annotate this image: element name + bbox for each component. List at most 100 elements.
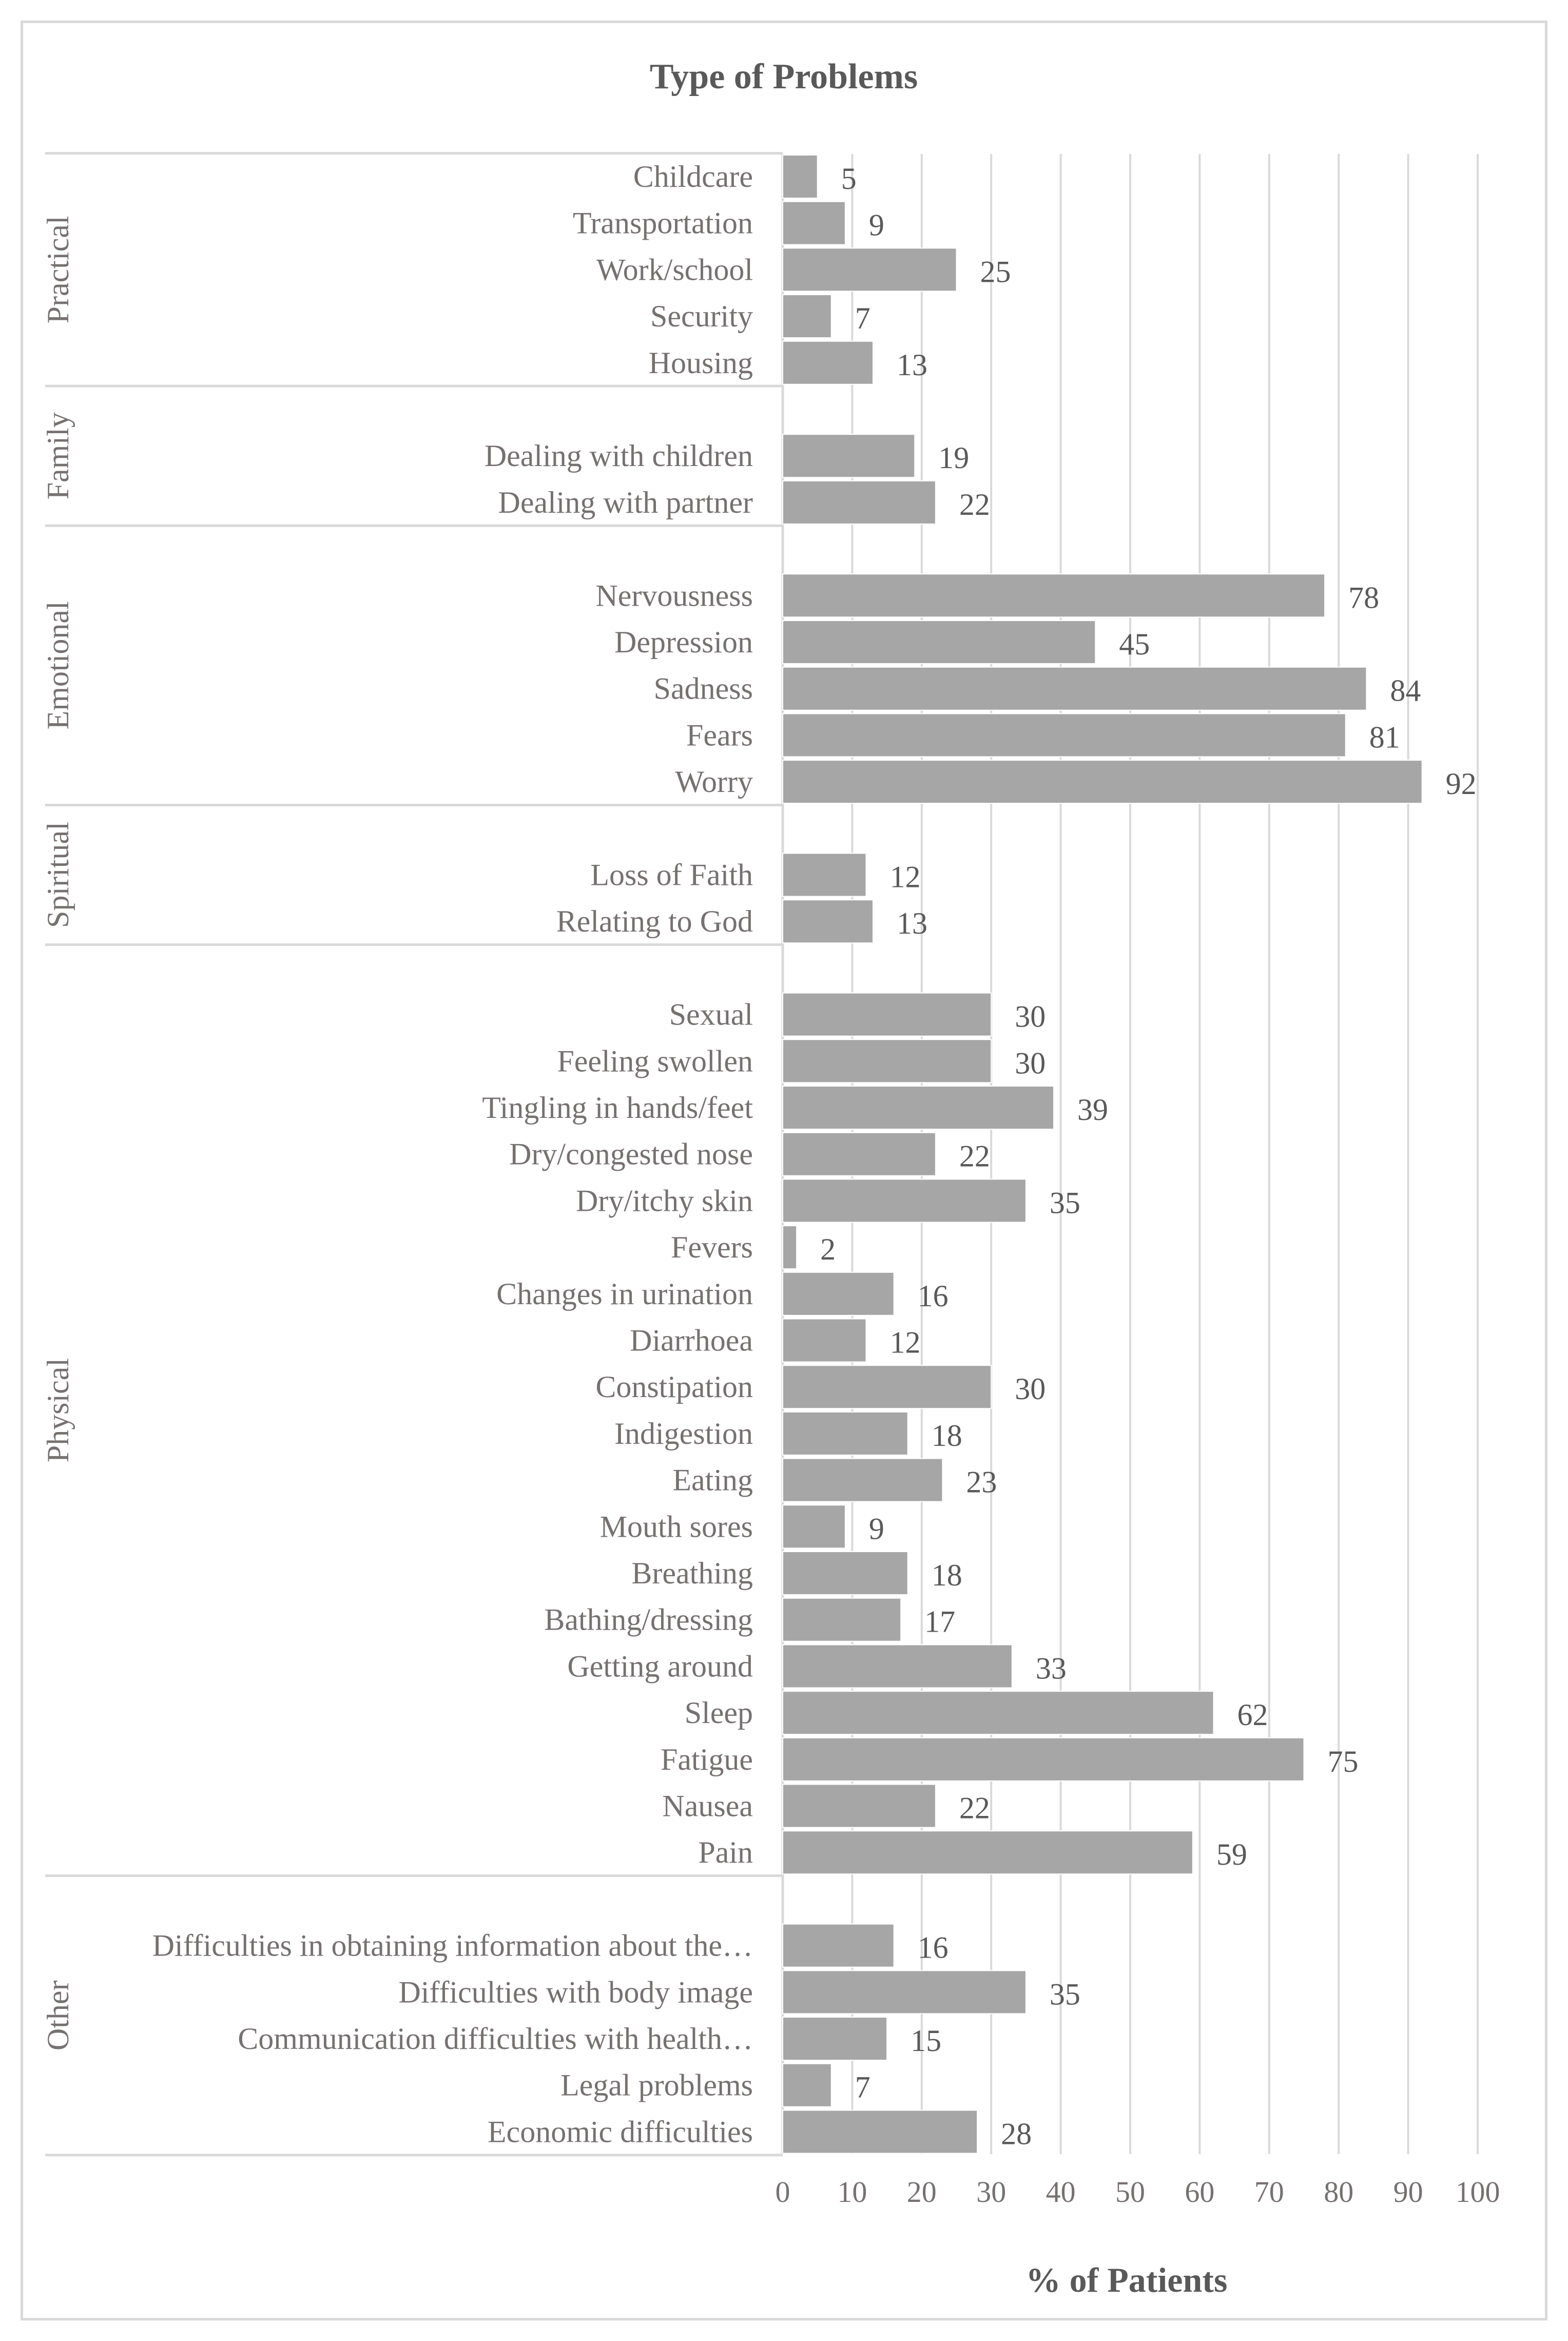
bar — [782, 992, 992, 1037]
data-label: 9 — [869, 1512, 884, 1545]
data-label: 12 — [889, 1326, 920, 1360]
category-label: Nausea — [662, 1789, 753, 1823]
chart-title: Type of Problems — [650, 57, 918, 96]
bar — [782, 1458, 943, 1502]
group-label: Practical — [41, 216, 75, 323]
data-label: 18 — [932, 1419, 962, 1453]
bar — [782, 2110, 978, 2154]
data-label: 35 — [1050, 1186, 1080, 1220]
x-axis-title: % of Patients — [1026, 2260, 1228, 2299]
category-label: Sleep — [685, 1696, 753, 1730]
x-tick-label: 0 — [776, 2175, 790, 2209]
category-label: Work/school — [596, 253, 753, 286]
category-label: Difficulties with body image — [399, 1975, 753, 2009]
category-label: Changes in urination — [496, 1277, 753, 1311]
category-label: Legal problems — [560, 2068, 753, 2102]
bar — [782, 247, 957, 292]
data-label: 39 — [1077, 1093, 1108, 1127]
category-label: Dealing with partner — [498, 486, 753, 519]
data-label: 16 — [918, 1931, 948, 1965]
data-label: 23 — [966, 1465, 997, 1499]
bar — [782, 1039, 992, 1084]
category-label: Sadness — [654, 672, 753, 706]
data-label: 2 — [820, 1232, 836, 1266]
bar — [782, 620, 1096, 664]
bar — [782, 1551, 908, 1595]
x-tick-label: 80 — [1324, 2175, 1353, 2209]
category-label: Dealing with children — [485, 439, 753, 473]
data-label: 5 — [841, 162, 857, 196]
category-label: Relating to God — [556, 904, 753, 938]
category-label: Fears — [686, 718, 753, 752]
bar — [782, 1923, 895, 1968]
category-label: Mouth sores — [600, 1510, 753, 1543]
data-label: 30 — [1015, 1046, 1046, 1080]
data-label: 75 — [1328, 1745, 1359, 1778]
category-label: Fevers — [671, 1230, 753, 1264]
bar — [782, 713, 1346, 758]
category-label: Fatigue — [661, 1743, 753, 1776]
category-label: Pain — [698, 1835, 753, 1869]
bar — [782, 1970, 1027, 2015]
data-label: 78 — [1348, 581, 1379, 614]
bar — [782, 1271, 895, 1316]
category-label: Eating — [672, 1463, 753, 1497]
data-label: 22 — [959, 1139, 990, 1173]
category-label: Housing — [649, 346, 753, 380]
group-label: Physical — [41, 1358, 75, 1462]
data-label: 25 — [980, 255, 1011, 288]
bar — [782, 899, 874, 944]
data-label: 28 — [1001, 2117, 1032, 2151]
data-label: 22 — [959, 488, 990, 521]
x-tick-label: 60 — [1185, 2175, 1214, 2209]
bar — [782, 853, 867, 897]
data-label: 19 — [938, 441, 969, 475]
x-tick-label: 20 — [907, 2175, 937, 2209]
bar — [782, 1318, 867, 1363]
data-label: 35 — [1050, 1977, 1080, 2011]
labels: 0 10 20 30 40 50 60 70 80 90 100 Childcare 5 Transpor… — [41, 160, 1500, 2209]
bar — [782, 1830, 1193, 1875]
bar — [782, 1086, 1055, 1130]
category-label: Security — [650, 299, 753, 333]
bar — [782, 1504, 846, 1549]
data-label: 81 — [1369, 720, 1400, 754]
data-label: 13 — [897, 906, 927, 940]
bar — [782, 1644, 1013, 1689]
category-label: Economic difficulties — [488, 2115, 753, 2149]
category-label: Childcare — [633, 160, 753, 194]
bar — [782, 201, 846, 245]
category-label: Breathing — [631, 1556, 753, 1590]
category-label: Bathing/dressing — [544, 1603, 753, 1637]
data-label: 84 — [1390, 674, 1421, 708]
chart-frame — [21, 21, 1547, 2320]
bar — [782, 1411, 908, 1456]
bar — [782, 760, 1423, 804]
data-label: 13 — [897, 348, 927, 382]
bar — [782, 294, 832, 339]
x-tick-label: 100 — [1456, 2175, 1500, 2209]
data-label: 7 — [855, 301, 870, 335]
data-label: 62 — [1237, 1698, 1268, 1732]
category-label: Depression — [614, 625, 753, 659]
data-label: 7 — [855, 2071, 870, 2104]
bar — [782, 2063, 832, 2107]
bar — [782, 1225, 798, 1270]
x-tick-label: 10 — [837, 2175, 867, 2209]
category-label: Sexual — [669, 998, 753, 1032]
data-label: 59 — [1216, 1837, 1247, 1871]
category-label: Worry — [675, 765, 753, 799]
bar — [782, 1737, 1305, 1782]
bar — [782, 1691, 1214, 1735]
x-tick-label: 40 — [1046, 2175, 1076, 2209]
group-label: Family — [41, 412, 75, 499]
bar — [782, 1178, 1027, 1223]
group-separators — [45, 152, 783, 2157]
x-tick-label: 30 — [976, 2175, 1006, 2209]
bar — [782, 1784, 936, 1828]
category-label: Feeling swollen — [557, 1044, 753, 1078]
bar — [782, 434, 916, 478]
data-label: 30 — [1015, 1000, 1046, 1034]
category-label: Dry/itchy skin — [576, 1184, 753, 1217]
